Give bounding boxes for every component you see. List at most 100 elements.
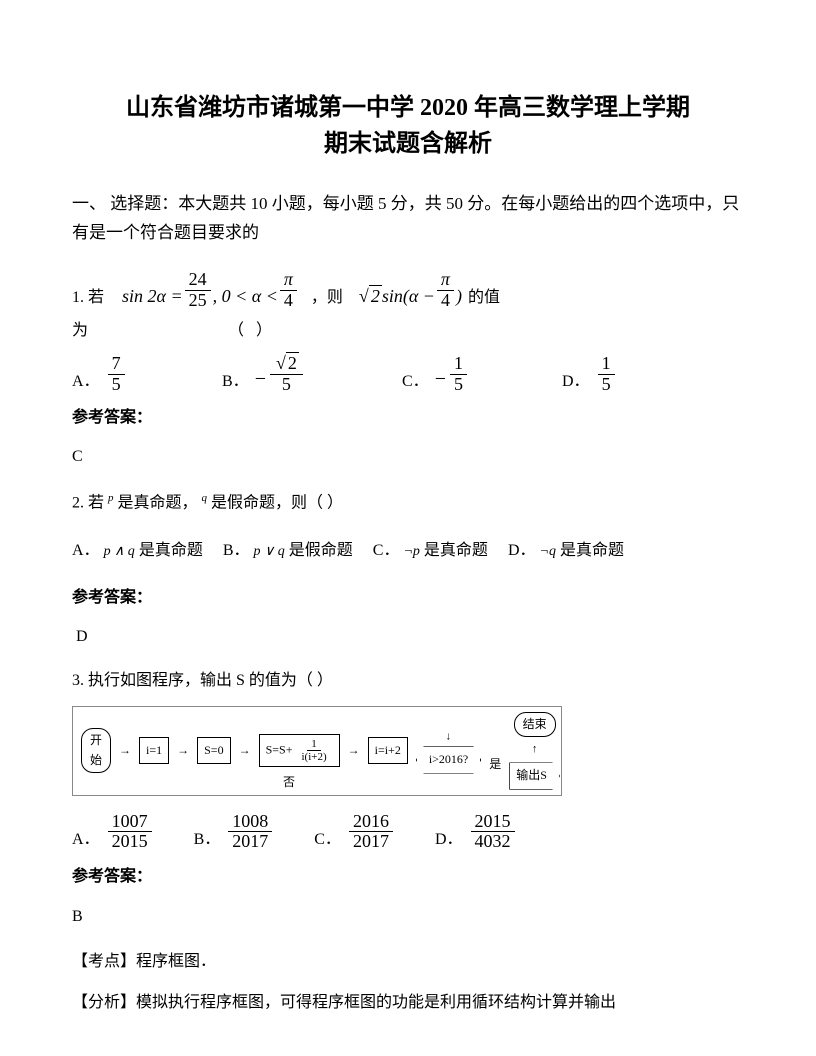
q3-option-b: B． 1008 2017	[194, 812, 275, 853]
q1-paren: （ ）	[228, 318, 276, 344]
q3-point-label: 【考点】	[72, 953, 136, 970]
q2-optA-sym: p ∧ q	[104, 544, 135, 559]
fc-init1: i=1	[139, 737, 169, 764]
q1-optC-frac: 1 5	[450, 354, 467, 395]
fc-end-group: 结束 ↑ 输出S	[509, 712, 560, 790]
q1-optB-num: 2	[270, 354, 303, 375]
q1-formula2-close: )	[456, 282, 462, 311]
q1-option-c: C． − 1 5	[402, 354, 562, 395]
q3-stem: 3. 执行如图程序，输出 S 的值为（ ）	[72, 668, 744, 694]
q3-point-text: 程序框图．	[136, 953, 216, 970]
q3-option-c: C． 2016 2017	[314, 812, 395, 853]
q1-pi-den-2: 4	[437, 291, 454, 311]
q2-mid1: 是真命题，	[118, 494, 198, 511]
q1-line2: 为 （ ）	[72, 318, 744, 344]
q2-answer: D	[76, 624, 744, 650]
q1-optA-label: A．	[72, 369, 100, 395]
q1-frac1: 24 25	[185, 270, 211, 311]
title-line-1: 山东省潍坊市诸城第一中学 2020 年高三数学理上学期	[126, 95, 690, 121]
q1-frac1-den: 25	[185, 291, 211, 311]
q2-mid2: 是假命题，则（ ）	[211, 494, 343, 511]
q3-option-d: D． 2015 4032	[435, 812, 517, 853]
q2-stem: 2. 若 p 是真命题， q 是假命题，则（ ）	[72, 488, 744, 519]
q1-option-a: A． 7 5	[72, 354, 222, 395]
q2-optA-text: 是真命题	[139, 542, 203, 559]
q3-analysis: 【分析】模拟执行程序框图，可得程序框图的功能是利用循环结构计算并输出	[72, 988, 744, 1018]
q1-answer: C	[72, 444, 744, 470]
fc-step2: i=i+2	[368, 737, 408, 764]
q3-optD-frac: 2015 4032	[471, 812, 515, 853]
q1-optD-frac: 1 5	[598, 354, 615, 395]
q1-formula2-rest: sin(α −	[382, 282, 435, 311]
fc-arrow-icon: →	[177, 741, 189, 760]
q1-sqrt2: 2	[357, 282, 382, 311]
q3-optA-label: A．	[72, 827, 100, 853]
q2-q: q	[202, 492, 208, 504]
q1-optA-frac: 7 5	[108, 354, 125, 395]
q1-line2-prefix: 为	[72, 318, 88, 344]
q1-number: 1.	[72, 285, 84, 311]
fc-decision-group: → i>2016?	[416, 728, 481, 774]
q1-optC-label: C．	[402, 369, 429, 395]
q3-point: 【考点】程序框图．	[72, 947, 744, 977]
q1-pi-num-1: π	[280, 270, 297, 291]
q2-optD-label: D．	[508, 542, 536, 559]
q2-options: A． p ∧ q 是真命题 B． p ∨ q 是假命题 C． ¬p 是真命题 D…	[72, 536, 744, 566]
q1-optD-label: D．	[562, 369, 590, 395]
fc-condition: i>2016?	[416, 746, 481, 773]
q1-frac1-num: 24	[185, 270, 211, 291]
q1-line1: 1. 若 sin 2α = 24 25 , 0 < α < π 4 ，则 2 s…	[72, 270, 744, 311]
q3-optB-label: B．	[194, 827, 221, 853]
fc-end: 结束	[514, 712, 556, 737]
question-2: 2. 若 p 是真命题， q 是假命题，则（ ） A． p ∧ q 是真命题 B…	[72, 488, 744, 650]
q1-pi-num-2: π	[437, 270, 454, 291]
page-title: 山东省潍坊市诸城第一中学 2020 年高三数学理上学期 期末试题含解析	[72, 90, 744, 162]
q2-optA-label: A．	[72, 542, 100, 559]
fc-output: 输出S	[509, 762, 560, 789]
q1-formula1-lhs: sin 2α =	[122, 282, 183, 311]
q1-option-d: D． 1 5	[562, 354, 617, 395]
fc-init2: S=0	[197, 737, 230, 764]
q2-optB-label: B．	[223, 542, 250, 559]
q1-mid2: ，则	[311, 285, 343, 311]
q1-optB-frac: 2 5	[270, 354, 303, 395]
fc-arrow-up-icon: ↑	[532, 741, 538, 759]
q3-optD-label: D．	[435, 827, 463, 853]
fc-arrow-icon: →	[348, 741, 360, 760]
q1-optC-neg: −	[435, 363, 446, 395]
q2-optC-text: 是真命题	[424, 542, 488, 559]
q3-answer: B	[72, 904, 744, 930]
q3-options: A． 1007 2015 B． 1008 2017 C． 2016 2017 D…	[72, 812, 744, 853]
q1-pifrac1: π 4	[280, 270, 297, 311]
q2-prefix: 2. 若	[72, 494, 104, 511]
q1-mid1: , 0 < α <	[213, 282, 278, 311]
q2-answer-label: 参考答案：	[72, 585, 744, 611]
q2-optC-label: C．	[373, 542, 400, 559]
q2-optB-text: 是假命题	[289, 542, 353, 559]
q2-optB-sym: p ∨ q	[254, 544, 285, 559]
q3-answer-label: 参考答案：	[72, 864, 744, 890]
q3-optA-frac: 1007 2015	[108, 812, 152, 853]
q3-optC-frac: 2016 2017	[349, 812, 393, 853]
q2-optD-text: 是真命题	[560, 542, 624, 559]
q1-pifrac2: π 4	[437, 270, 454, 311]
fc-arrow-icon: →	[239, 741, 251, 760]
fc-step1: S=S+ 1 i(i+2)	[259, 734, 340, 767]
question-3: 3. 执行如图程序，输出 S 的值为（ ） 开始 → i=1 → S=0 → S…	[72, 668, 744, 1018]
q3-analysis-text: 模拟执行程序框图，可得程序框图的功能是利用循环结构计算并输出	[136, 994, 616, 1011]
fc-no-label: 否	[283, 773, 295, 792]
q1-pi-den-1: 4	[280, 291, 297, 311]
q3-option-a: A． 1007 2015	[72, 812, 154, 853]
q1-answer-label: 参考答案：	[72, 405, 744, 431]
q3-flowchart: 开始 → i=1 → S=0 → S=S+ 1 i(i+2) → i=i+2 →…	[72, 706, 562, 796]
q3-optC-label: C．	[314, 827, 341, 853]
fc-arrow-icon: →	[119, 741, 131, 760]
q3-analysis-label: 【分析】	[72, 994, 136, 1011]
q1-optB-label: B．	[222, 369, 249, 395]
fc-step1-frac: 1 i(i+2)	[297, 738, 330, 763]
title-line-2: 期末试题含解析	[324, 131, 492, 157]
question-1: 1. 若 sin 2α = 24 25 , 0 < α < π 4 ，则 2 s…	[72, 270, 744, 470]
q1-suffix: 的值	[468, 285, 500, 311]
q2-optC-sym: ¬p	[403, 544, 419, 559]
fc-arrow-down-icon: →	[440, 731, 458, 742]
